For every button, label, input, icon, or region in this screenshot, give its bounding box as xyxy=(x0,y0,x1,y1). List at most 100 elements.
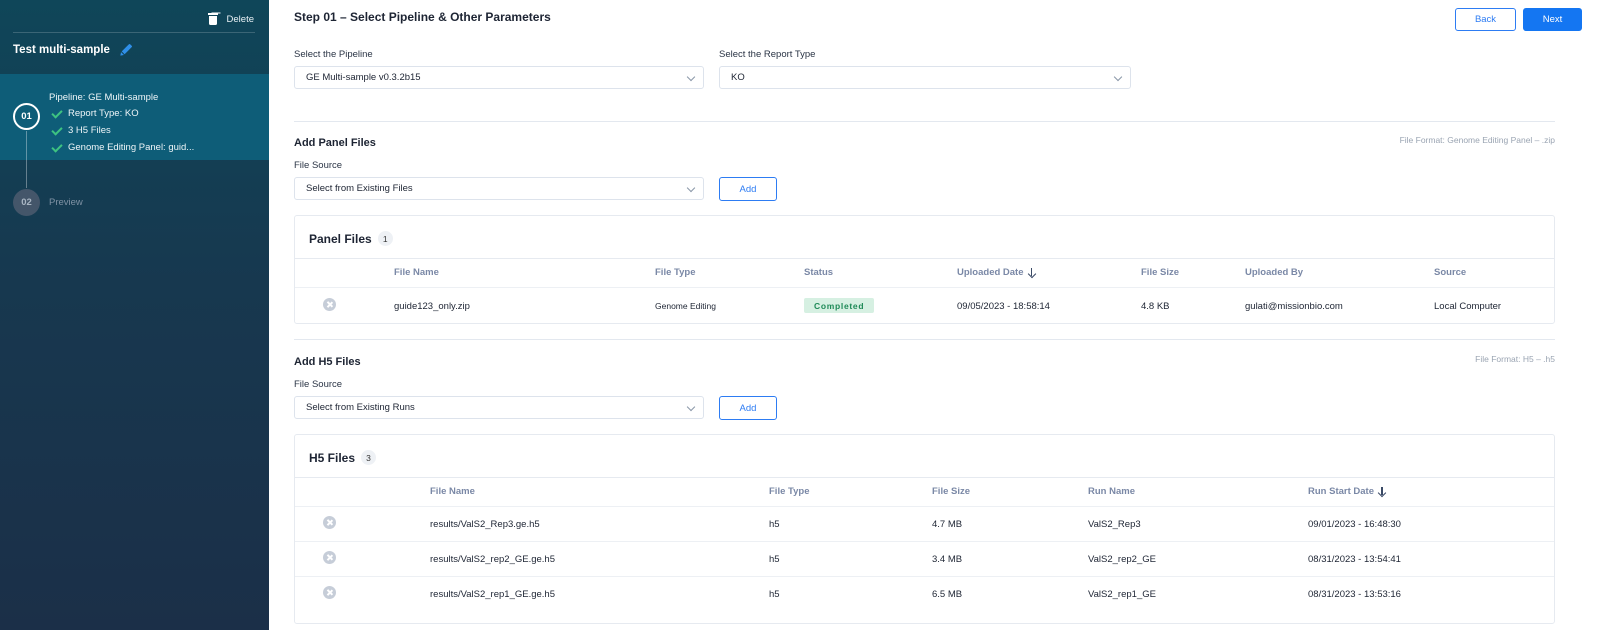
h5-file-source-select[interactable]: Select from Existing Runs xyxy=(294,396,704,419)
delete-button[interactable]: Delete xyxy=(207,13,254,25)
cell-file-name: results/ValS2_rep1_GE.ge.h5 xyxy=(430,589,555,600)
column-header-uploaded-by[interactable]: Uploaded By xyxy=(1245,267,1304,278)
sort-down-icon xyxy=(1378,486,1386,497)
cell-run-start-date: 08/31/2023 - 13:54:41 xyxy=(1308,554,1401,565)
pipeline-select-value: GE Multi-sample v0.3.2b15 xyxy=(306,72,421,83)
cell-source: Local Computer xyxy=(1434,301,1502,312)
column-header-file-name[interactable]: File Name xyxy=(430,486,475,497)
next-button[interactable]: Next xyxy=(1523,8,1582,31)
cell-file-size: 3.4 MB xyxy=(932,554,963,565)
chevron-down-icon xyxy=(686,402,696,412)
section-divider xyxy=(294,339,1555,340)
chevron-down-icon xyxy=(1113,72,1123,82)
add-h5-file-button[interactable]: Add xyxy=(719,396,777,420)
check-icon xyxy=(51,108,62,119)
h5-files-card: H5 Files 3 File Name File Type File Size… xyxy=(294,434,1555,624)
cell-file-size: 4.8 KB xyxy=(1141,301,1170,312)
cell-file-type: Genome Editing xyxy=(655,301,716,311)
project-title-text: Test multi-sample xyxy=(13,44,110,56)
cell-run-name: ValS2_rep1_GE xyxy=(1088,589,1156,600)
cell-uploaded-date: 09/05/2023 - 18:58:14 xyxy=(957,301,1050,312)
summary-item-text: Genome Editing Panel: guid... xyxy=(68,142,195,153)
row-divider xyxy=(295,506,1554,507)
cell-file-size: 6.5 MB xyxy=(932,589,963,600)
card-divider xyxy=(295,477,1554,478)
cell-run-start-date: 08/31/2023 - 13:53:16 xyxy=(1308,589,1401,600)
column-header-run-name[interactable]: Run Name xyxy=(1088,486,1135,497)
trash-icon xyxy=(207,13,219,25)
section-divider xyxy=(294,121,1555,122)
pipeline-label: Select the Pipeline xyxy=(294,49,373,60)
panel-file-source-label: File Source xyxy=(294,160,343,171)
delete-label: Delete xyxy=(226,13,254,25)
h5-files-count-badge: 3 xyxy=(361,450,377,465)
remove-icon[interactable] xyxy=(323,516,336,529)
step-02-indicator[interactable]: 02 xyxy=(13,189,40,216)
sort-down-icon xyxy=(1028,267,1036,278)
edit-pencil-icon[interactable] xyxy=(117,42,134,59)
remove-icon[interactable] xyxy=(323,298,336,311)
status-badge: Completed xyxy=(804,298,875,313)
chevron-down-icon xyxy=(686,72,696,82)
h5-files-title-text: H5 Files xyxy=(309,450,356,465)
cell-file-name: guide123_only.zip xyxy=(394,301,470,312)
step-01-panel[interactable] xyxy=(0,74,269,160)
summary-item-text: 3 H5 Files xyxy=(68,125,111,136)
pipeline-select[interactable]: GE Multi-sample v0.3.2b15 xyxy=(294,66,704,89)
column-header-status[interactable]: Status xyxy=(804,267,834,278)
cell-run-name: ValS2_Rep3 xyxy=(1088,519,1141,530)
column-header-source[interactable]: Source xyxy=(1434,267,1467,278)
remove-icon[interactable] xyxy=(323,551,336,564)
project-title: Test multi-sample xyxy=(13,44,132,56)
column-header-file-name[interactable]: File Name xyxy=(394,267,439,278)
h5-section-title: Add H5 Files xyxy=(294,356,361,368)
panel-files-card: Panel Files 1 File Name File Type Status… xyxy=(294,215,1555,324)
h5-file-source-value: Select from Existing Runs xyxy=(306,402,415,413)
chevron-down-icon xyxy=(686,183,696,193)
column-header-run-start-date[interactable]: Run Start Date xyxy=(1308,486,1386,497)
h5-file-format: File Format: H5 – .h5 xyxy=(1475,354,1555,364)
step-01-summary-item: 3 H5 Files xyxy=(51,125,111,136)
h5-files-title: H5 Files 3 xyxy=(309,450,377,465)
report-type-select[interactable]: KO xyxy=(719,66,1131,89)
report-type-label: Select the Report Type xyxy=(719,49,816,60)
cell-run-name: ValS2_rep2_GE xyxy=(1088,554,1156,565)
main-content: Step 01 – Select Pipeline & Other Parame… xyxy=(269,0,1600,630)
summary-item-text: Report Type: KO xyxy=(68,108,139,119)
cell-file-name: results/ValS2_Rep3.ge.h5 xyxy=(430,519,540,530)
step-connector xyxy=(26,131,27,188)
cell-file-type: h5 xyxy=(769,519,780,530)
panel-file-source-value: Select from Existing Files xyxy=(306,183,413,194)
remove-icon[interactable] xyxy=(323,586,336,599)
row-divider xyxy=(295,287,1554,288)
column-header-file-type[interactable]: File Type xyxy=(769,486,810,497)
back-button[interactable]: Back xyxy=(1455,8,1516,31)
check-icon xyxy=(51,142,62,153)
panel-file-source-select[interactable]: Select from Existing Files xyxy=(294,177,704,200)
column-header-file-type[interactable]: File Type xyxy=(655,267,696,278)
page-title: Step 01 – Select Pipeline & Other Parame… xyxy=(294,10,551,24)
sidebar: Delete Test multi-sample 01 Pipeline: GE… xyxy=(0,0,269,630)
panel-files-title: Panel Files 1 xyxy=(309,231,393,246)
step-01-summary-item: Report Type: KO xyxy=(51,108,139,119)
column-header-file-size[interactable]: File Size xyxy=(932,486,971,497)
panel-file-format: File Format: Genome Editing Panel – .zip xyxy=(1399,135,1555,145)
panel-files-title-text: Panel Files xyxy=(309,231,372,246)
run-start-date-header-text: Run Start Date xyxy=(1308,486,1374,497)
add-panel-file-button[interactable]: Add xyxy=(719,177,777,201)
uploaded-date-header-text: Uploaded Date xyxy=(957,267,1024,278)
step-01-indicator[interactable]: 01 xyxy=(13,103,40,130)
step-02-label[interactable]: Preview xyxy=(49,197,83,208)
cell-file-type: h5 xyxy=(769,589,780,600)
cell-uploaded-by: gulati@missionbio.com xyxy=(1245,301,1343,312)
column-header-uploaded-date[interactable]: Uploaded Date xyxy=(957,267,1036,278)
h5-file-source-label: File Source xyxy=(294,379,343,390)
cell-file-size: 4.7 MB xyxy=(932,519,963,530)
sidebar-divider xyxy=(13,32,255,33)
step-01-summary-item: Genome Editing Panel: guid... xyxy=(51,142,194,153)
step-01-summary-title: Pipeline: GE Multi-sample xyxy=(49,92,159,103)
row-divider xyxy=(295,541,1554,542)
row-divider xyxy=(295,576,1554,577)
cell-file-name: results/ValS2_rep2_GE.ge.h5 xyxy=(430,554,555,565)
column-header-file-size[interactable]: File Size xyxy=(1141,267,1180,278)
